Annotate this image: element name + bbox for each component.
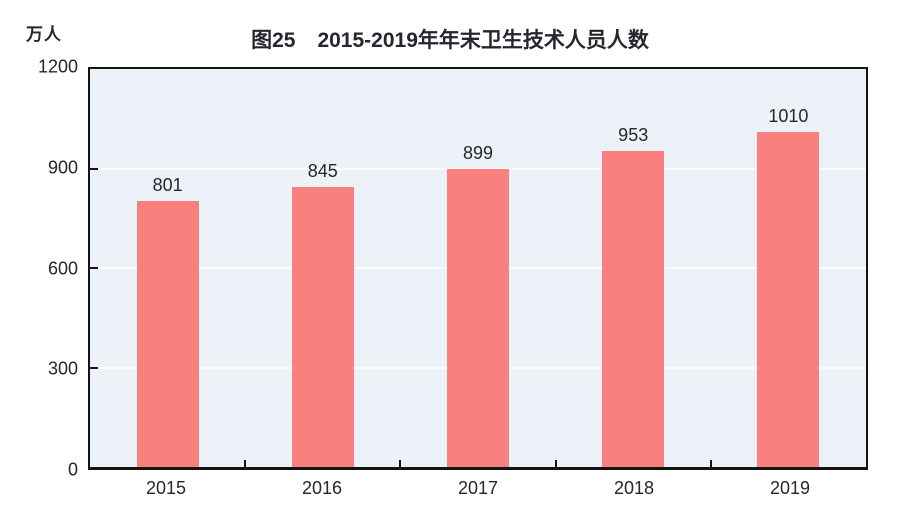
x-axis-label-2016: 2016: [301, 478, 343, 498]
x-axis-label-2017: 2017: [457, 478, 499, 498]
y-axis-unit-label: 万人: [26, 25, 62, 44]
bar-2017: 899: [446, 143, 510, 467]
gridline-900: [90, 167, 866, 170]
y-axis-label-900: 900: [47, 157, 78, 178]
x-axis-tick-mark: [709, 460, 712, 467]
x-axis-tick-mark: [244, 460, 247, 467]
y-axis-label-300: 300: [47, 358, 78, 379]
x-axis-label-2018: 2018: [613, 478, 655, 498]
bar-cell-2019: 1010: [711, 69, 866, 467]
bar-cell-2015: 801: [90, 69, 245, 467]
y-axis: 0 300 600 900 1200: [0, 57, 78, 480]
y-axis-tick-mark: [90, 366, 98, 369]
bar-series: 801 845 899 953 1010: [90, 69, 866, 467]
bar-value-label: 801: [152, 175, 183, 196]
bar-2016: 845: [291, 161, 354, 467]
bar-2019: 1010: [757, 106, 820, 467]
bar-value-label: 953: [618, 124, 649, 145]
y-axis-label-0: 0: [67, 459, 78, 480]
bar-value-label: 1010: [768, 106, 809, 127]
x-axis: 2015 2016 2017 2018 2019: [88, 478, 868, 499]
bar-cell-2016: 845: [245, 69, 400, 467]
bar-value-label: 899: [462, 142, 494, 163]
chart-title: 图25 2015-2019年年末卫生技术人员人数: [0, 24, 900, 54]
bar-2018: 953: [602, 125, 665, 467]
x-axis-tick-mark: [554, 460, 557, 467]
plot-area: 801 845 899 953 1010: [88, 67, 868, 470]
y-axis-tick-mark: [90, 167, 98, 170]
y-axis-label-600: 600: [47, 258, 78, 278]
x-axis-label-2019: 2019: [769, 478, 811, 498]
y-axis-tick-mark: [90, 267, 98, 269]
x-axis-tick-mark: [399, 460, 402, 467]
x-axis-label-2015: 2015: [145, 478, 187, 498]
chart-title-text: 2015-2019年年末卫生技术人员人数: [317, 29, 649, 52]
bar-2015: 801: [136, 175, 199, 467]
chart-title-figure-number: 图25: [251, 29, 296, 52]
bar-value-label: 845: [307, 160, 338, 181]
y-axis-label-1200: 1200: [37, 56, 78, 77]
bar-cell-2018: 953: [556, 69, 711, 467]
bar-cell-2017: 899: [400, 69, 555, 467]
